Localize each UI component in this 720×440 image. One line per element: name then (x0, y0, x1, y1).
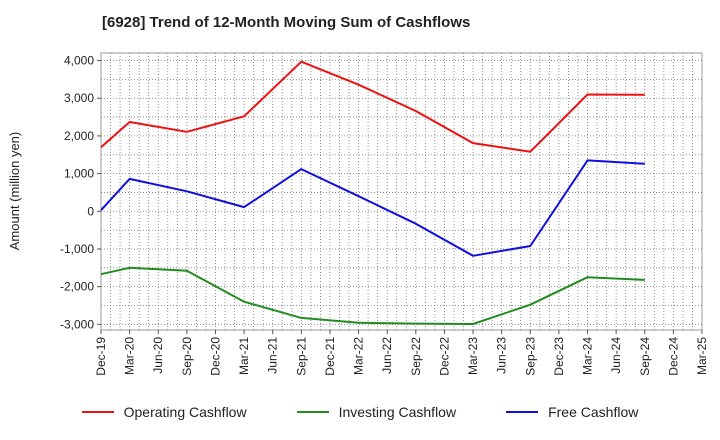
y-tick-label: -1,000 (60, 242, 94, 256)
legend-label: Investing Cashflow (338, 404, 457, 420)
x-tick-label: Mar-22 (352, 337, 366, 375)
chart-title: [6928] Trend of 12-Month Moving Sum of C… (102, 14, 471, 31)
series-line (100, 60, 645, 153)
x-tick-label: Jun-23 (495, 337, 509, 374)
y-tick-label: 4,000 (64, 54, 94, 68)
x-tick-label: Mar-23 (466, 337, 480, 375)
legend-swatch (296, 411, 329, 413)
chart-legend: Operating Cashflow Investing Cashflow Free… (0, 404, 720, 420)
y-tick-label: 0 (87, 204, 94, 218)
x-tick-label: Mar-24 (581, 337, 595, 375)
x-tick-label: Jun-22 (380, 337, 394, 374)
x-tick-label: Dec-20 (208, 337, 222, 376)
grid-layer (100, 52, 703, 331)
legend-label: Operating Cashflow (123, 404, 247, 420)
legend-item: Operating Cashflow (81, 404, 247, 420)
y-tick-label: 1,000 (64, 167, 94, 181)
x-tick-label: Sep-21 (294, 337, 308, 376)
legend-swatch (506, 411, 539, 413)
legend-item: Investing Cashflow (296, 404, 457, 420)
x-tick-label: Sep-20 (180, 337, 194, 376)
x-tick-label: Jun-20 (151, 337, 165, 374)
x-tick-label: Sep-22 (409, 337, 423, 376)
series-line (100, 266, 645, 325)
axis-layer: 4,0003,0002,0001,0000-1,000-2,000-3,000D… (60, 54, 709, 376)
y-tick-label: -3,000 (60, 317, 94, 331)
x-tick-label: Dec-23 (552, 337, 566, 376)
x-tick-label: Jun-24 (609, 337, 623, 374)
series-layer (100, 60, 645, 325)
x-tick-label: Jun-21 (266, 337, 280, 374)
x-tick-label: Dec-24 (666, 337, 680, 376)
x-tick-label: Dec-19 (94, 337, 108, 376)
x-tick-label: Mar-25 (695, 337, 709, 375)
plot-frame (100, 52, 703, 331)
x-tick-label: Sep-23 (523, 337, 537, 376)
y-axis-title: Amount (million yen) (7, 132, 22, 251)
x-tick-label: Mar-21 (237, 337, 251, 375)
series-line (100, 159, 645, 257)
legend-item: Free Cashflow (506, 404, 638, 420)
x-tick-label: Dec-21 (323, 337, 337, 376)
x-tick-label: Mar-20 (123, 337, 137, 375)
y-tick-label: 3,000 (64, 91, 94, 105)
y-tick-label: 2,000 (64, 129, 94, 143)
x-tick-label: Sep-24 (638, 337, 652, 376)
x-tick-label: Dec-22 (437, 337, 451, 376)
legend-swatch (81, 411, 114, 413)
y-tick-label: -2,000 (60, 280, 94, 294)
legend-label: Free Cashflow (548, 404, 639, 420)
